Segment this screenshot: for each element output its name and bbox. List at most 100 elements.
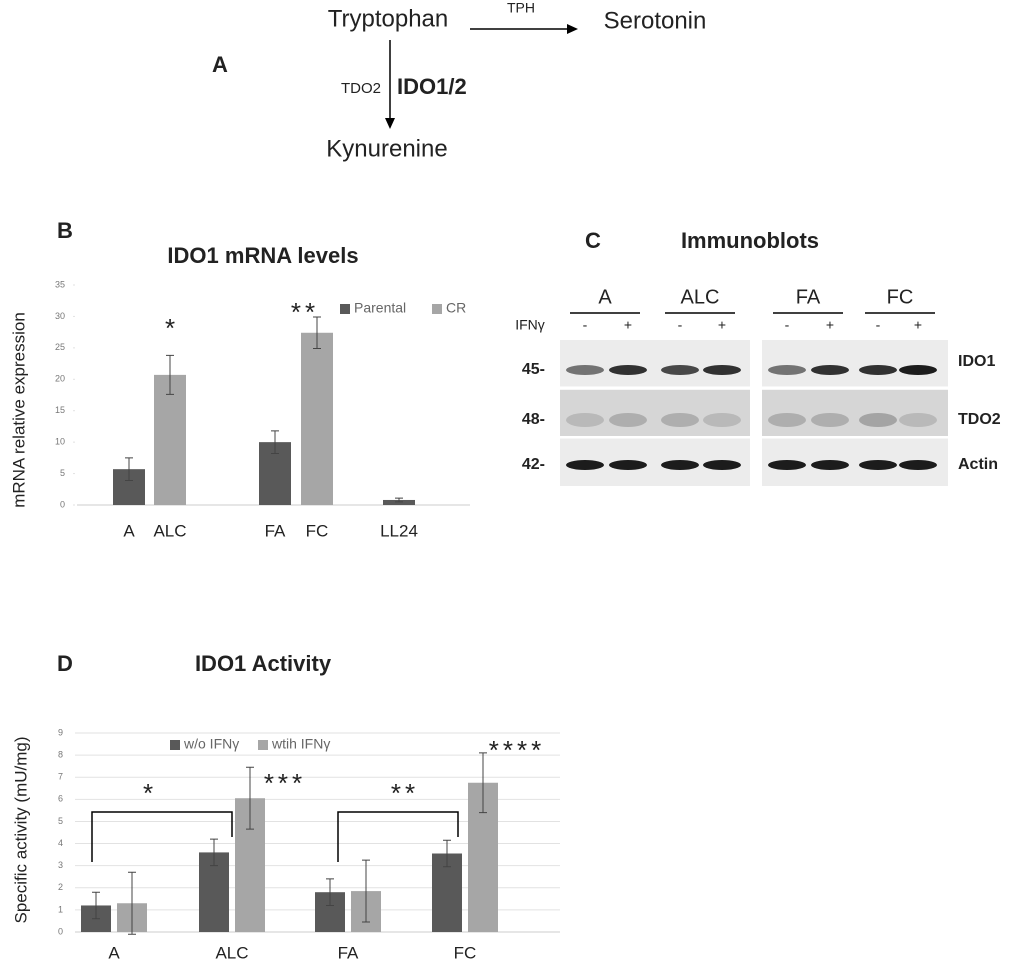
y-tick-label: 9 (58, 727, 63, 737)
y-tick-label: 3 (58, 860, 63, 870)
x-tick-label: FA (338, 943, 359, 962)
y-tick-label: 6 (58, 794, 63, 804)
group-label: ALC (681, 286, 720, 308)
x-tick-label: FA (265, 521, 286, 540)
y-tick-label: 5 (60, 468, 65, 478)
significance-label: **** (489, 735, 545, 765)
size-marker: 48- (522, 411, 545, 428)
blot-band (609, 460, 647, 470)
blot-band (609, 365, 647, 375)
significance-bracket (91, 811, 233, 862)
arrow-head (385, 118, 395, 129)
y-axis-label: mRNA relative expression (9, 312, 28, 508)
enzyme-label: IDO1/2 (397, 74, 467, 99)
enzyme-label: TPH (507, 0, 535, 16)
lane-sign: + (826, 317, 834, 333)
legend-label: Parental (354, 300, 406, 316)
blot-band (703, 413, 741, 427)
error-bar (479, 752, 487, 814)
blot-band (566, 365, 604, 375)
x-tick-label: A (108, 943, 120, 962)
y-tick-label: 15 (55, 405, 65, 415)
y-tick-label: 0 (60, 499, 65, 509)
panel-label: C (585, 228, 601, 253)
legend-swatch (170, 740, 180, 750)
size-marker: 42- (522, 456, 545, 473)
y-axis-label: Specific activity (mU/mg) (11, 736, 30, 923)
significance-label: *** (264, 768, 306, 798)
significance-label: * (143, 778, 157, 808)
chart-title: IDO1 mRNA levels (167, 243, 358, 268)
blot-band (811, 365, 849, 375)
blot-band (811, 413, 849, 427)
treatment-label: IFNγ (515, 317, 545, 333)
group-label: FC (887, 286, 914, 308)
chart-title: IDO1 Activity (195, 651, 332, 676)
size-marker: 45- (522, 361, 545, 378)
error-bar (166, 354, 174, 395)
blot-band (768, 365, 806, 375)
x-tick-label: FC (306, 521, 329, 540)
significance-label: ** (291, 297, 319, 327)
blot-band (859, 460, 897, 470)
y-tick-label: 5 (58, 816, 63, 826)
legend-swatch (340, 304, 350, 314)
lane-sign: - (785, 317, 790, 333)
y-tick-label: 20 (55, 374, 65, 384)
blot-row (560, 390, 750, 436)
x-tick-label: LL24 (380, 521, 418, 540)
y-tick-label: 10 (55, 437, 65, 447)
y-tick-label: 30 (55, 311, 65, 321)
error-bar (362, 859, 370, 923)
panel-label: A (212, 52, 228, 77)
error-bar (128, 871, 136, 935)
x-tick-label: ALC (153, 521, 186, 540)
blot-band (899, 413, 937, 427)
legend-label: w/o IFNγ (183, 736, 239, 752)
bar (301, 332, 333, 505)
panel-label: B (57, 218, 73, 243)
blot-band (661, 460, 699, 470)
blot-band (661, 365, 699, 375)
y-tick-label: 35 (55, 279, 65, 289)
error-bar (246, 766, 254, 830)
protein-label: Actin (958, 456, 998, 473)
y-tick-label: 8 (58, 749, 63, 759)
error-bar (326, 878, 334, 906)
blot-band (661, 413, 699, 427)
lane-sign: - (678, 317, 683, 333)
significance-bracket (337, 811, 459, 862)
blot-band (566, 460, 604, 470)
error-bar (313, 316, 321, 349)
y-tick-label: 25 (55, 342, 65, 352)
error-bar (271, 430, 279, 454)
blot-row (762, 390, 948, 436)
blot-band (859, 413, 897, 427)
protein-label: TDO2 (958, 411, 1001, 428)
error-bar (443, 839, 451, 868)
error-bar (395, 497, 403, 503)
group-label: A (598, 286, 612, 308)
blot-band (703, 365, 741, 375)
legend-label: CR (446, 300, 466, 316)
x-tick-label: A (123, 521, 135, 540)
y-tick-label: 1 (58, 904, 63, 914)
x-tick-label: ALC (215, 943, 248, 962)
y-tick-label: 2 (58, 882, 63, 892)
blot-band (768, 413, 806, 427)
arrow-head (567, 24, 578, 34)
product: Kynurenine (326, 135, 447, 162)
blot-band (566, 413, 604, 427)
bar (154, 374, 186, 505)
bar (383, 499, 415, 505)
blot-band (899, 460, 937, 470)
blot-band (899, 365, 937, 375)
substrate: Tryptophan (328, 5, 449, 32)
blot-band (609, 413, 647, 427)
blot-band (859, 365, 897, 375)
legend-swatch (258, 740, 268, 750)
protein-label: IDO1 (958, 353, 995, 370)
y-tick-label: 7 (58, 772, 63, 782)
product: Serotonin (604, 7, 707, 34)
